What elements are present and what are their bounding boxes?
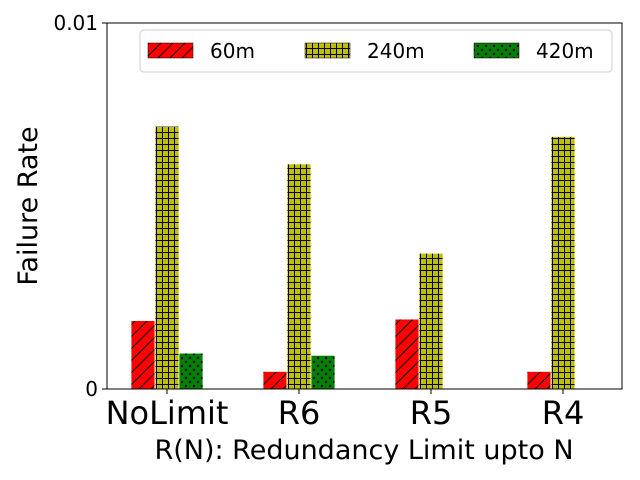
bar-60m-R6 [262, 371, 288, 390]
legend-item-240m: 240m [304, 39, 425, 63]
legend-item-420m: 420m [473, 39, 594, 63]
bar-420m-NoLimit [178, 352, 204, 390]
bars-layer [130, 125, 576, 390]
bar-240m-R6 [286, 163, 312, 390]
x-tick-label-R4: R4 [542, 394, 585, 432]
legend-item-60m: 60m [147, 39, 255, 63]
legend-label: 420m [536, 39, 594, 63]
y-ticks: 00.01 [53, 11, 107, 401]
x-axis-label: R(N): Redundancy Limit upto N [154, 435, 573, 466]
x-tick-label-R6: R6 [278, 394, 321, 432]
x-tick-label-NoLimit: NoLimit [106, 394, 229, 432]
y-tick-label: 0.01 [53, 11, 98, 35]
bar-60m-NoLimit [130, 320, 156, 390]
legend: 60m 240m 420m [139, 29, 613, 73]
y-tick-label: 0 [85, 377, 98, 401]
legend-swatch [473, 42, 520, 59]
legend-label: 60m [210, 39, 255, 63]
x-tick-label-R5: R5 [410, 394, 453, 432]
bar-240m-NoLimit [154, 125, 180, 390]
legend-swatch [304, 42, 351, 59]
x-ticks: NoLimit R6 R5 R4 [106, 389, 585, 432]
legend-frame [139, 29, 613, 73]
bar-240m-R5 [418, 252, 444, 390]
bar-60m-R5 [394, 318, 420, 390]
bar-60m-R4 [526, 371, 552, 390]
bar-240m-R4 [550, 136, 576, 390]
y-axis-label: Failure Rate [13, 126, 44, 285]
legend-label: 240m [367, 39, 425, 63]
plot-frame [106, 22, 623, 390]
legend-swatch [147, 42, 194, 59]
bar-420m-R6 [310, 354, 336, 390]
